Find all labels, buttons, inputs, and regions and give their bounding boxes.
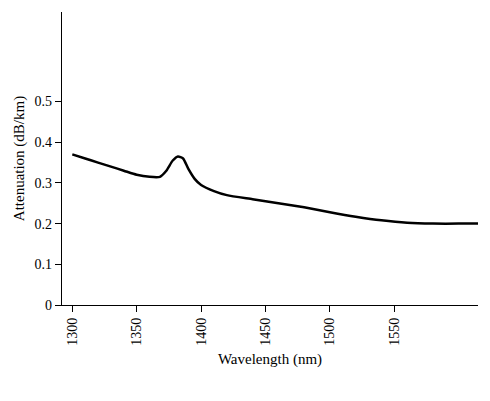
svg-text:1400: 1400 (194, 318, 209, 346)
svg-text:0.4: 0.4 (35, 135, 53, 150)
svg-text:1300: 1300 (65, 318, 80, 346)
svg-text:0.1: 0.1 (35, 257, 53, 272)
svg-text:0: 0 (45, 298, 52, 313)
svg-text:0.2: 0.2 (35, 217, 53, 232)
svg-text:0.5: 0.5 (35, 94, 53, 109)
svg-text:1550: 1550 (387, 318, 402, 346)
svg-text:1350: 1350 (129, 318, 144, 346)
svg-text:0.3: 0.3 (35, 176, 53, 191)
svg-text:1500: 1500 (322, 318, 337, 346)
svg-text:Wavelength (nm): Wavelength (nm) (218, 351, 322, 368)
svg-text:1450: 1450 (258, 318, 273, 346)
svg-text:Attenuation (dB/km): Attenuation (dB/km) (11, 96, 28, 221)
